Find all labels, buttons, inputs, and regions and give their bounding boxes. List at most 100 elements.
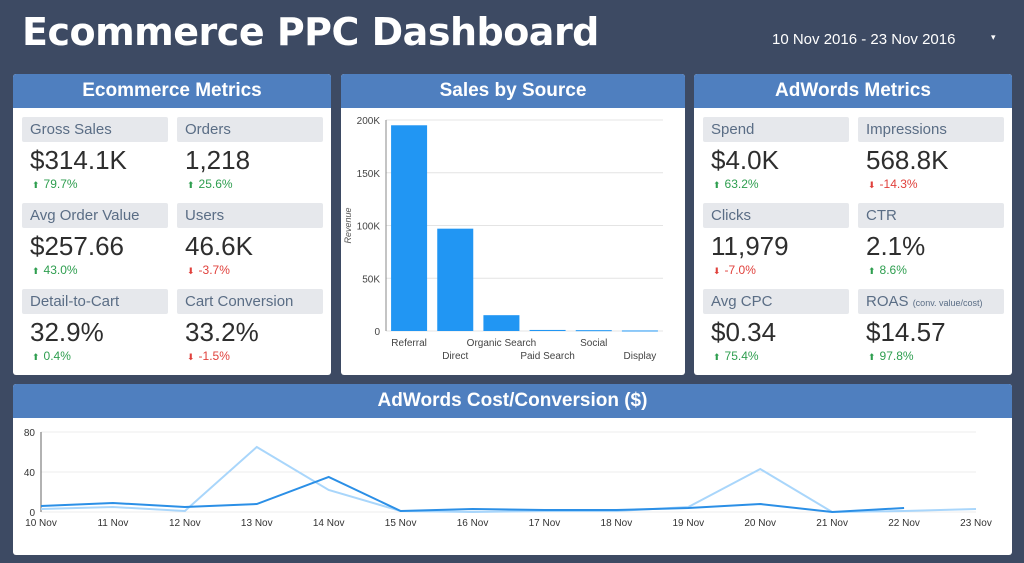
x-tick-label: Organic Search bbox=[467, 338, 536, 349]
metric-change: ⬆ 8.6% bbox=[868, 263, 907, 277]
x-tick-label: Paid Search bbox=[520, 351, 574, 362]
metric-label: Orders bbox=[177, 117, 323, 142]
metric-ctr: CTR 2.1% ⬆ 8.6% bbox=[858, 203, 1004, 283]
metric-change: ⬆ 79.7% bbox=[32, 177, 78, 191]
metric-detail-to-cart: Detail-to-Cart 32.9% ⬆ 0.4% bbox=[22, 289, 168, 369]
cost-conversion-chart: 0 40 80 10 Nov 11 Nov 12 Nov 13 Nov 14 Nov 15 No… bbox=[24, 428, 992, 529]
arrow-up-icon: ⬆ bbox=[868, 266, 876, 276]
metric-value: 1,218 bbox=[185, 145, 251, 175]
metric-label: CTR bbox=[858, 203, 1004, 228]
adwords-metrics-title: AdWords Metrics bbox=[694, 74, 1012, 108]
x-tick-label: 11 Nov bbox=[97, 518, 128, 529]
ecommerce-metrics-title: Ecommerce Metrics bbox=[13, 74, 331, 108]
cost-conversion-panel: AdWords Cost/Conversion ($) 0 40 80 10 Nov 1… bbox=[13, 384, 1012, 555]
metric-change: ⬆ 25.6% bbox=[187, 177, 233, 191]
series-line-current bbox=[40, 475, 905, 514]
metric-change: ⬇ -1.5% bbox=[187, 349, 230, 363]
x-tick-label: 22 Nov bbox=[888, 518, 920, 529]
x-tick-label: 19 Nov bbox=[672, 518, 704, 529]
metric-label-note: (conv. value/cost) bbox=[912, 298, 983, 308]
y-tick-label: 80 bbox=[24, 428, 36, 439]
metric-label: Avg Order Value bbox=[22, 203, 168, 228]
metric-spend: Spend $4.0K ⬆ 63.2% bbox=[703, 117, 849, 197]
metric-label: Gross Sales bbox=[22, 117, 168, 142]
metric-value: $257.66 bbox=[30, 231, 124, 261]
series-line-previous bbox=[40, 445, 977, 514]
ecommerce-metrics-panel: Ecommerce Metrics Gross Sales $314.1K ⬆ 7… bbox=[13, 74, 331, 375]
metric-label: Impressions bbox=[858, 117, 1004, 142]
metric-gross-sales: Gross Sales $314.1K ⬆ 79.7% bbox=[22, 117, 168, 197]
x-tick-label: 18 Nov bbox=[601, 518, 633, 529]
metric-value: $14.57 bbox=[866, 317, 946, 347]
metric-roas: ROAS (conv. value/cost) $14.57 ⬆ 97.8% bbox=[858, 289, 1004, 369]
bar bbox=[391, 125, 428, 332]
arrow-up-icon: ⬆ bbox=[32, 352, 40, 362]
metric-avg-cpc: Avg CPC $0.34 ⬆ 75.4% bbox=[703, 289, 849, 369]
arrow-up-icon: ⬆ bbox=[868, 352, 876, 362]
arrow-down-icon: ⬇ bbox=[187, 266, 195, 276]
x-tick-label: 15 Nov bbox=[385, 518, 417, 529]
metric-change: ⬇ -14.3% bbox=[868, 177, 918, 191]
x-tick-label: Display bbox=[624, 351, 657, 362]
x-tick-label: Direct bbox=[442, 351, 468, 362]
metric-change: ⬇ -3.7% bbox=[187, 263, 230, 277]
arrow-up-icon: ⬆ bbox=[32, 266, 40, 276]
metric-orders: Orders 1,218 ⬆ 25.6% bbox=[177, 117, 323, 197]
x-tick-label: 12 Nov bbox=[169, 518, 201, 529]
bar bbox=[483, 315, 520, 331]
metric-value: $0.34 bbox=[711, 317, 777, 347]
metric-clicks: Clicks 11,979 ⬇ -7.0% bbox=[703, 203, 849, 283]
y-tick-label: 100K bbox=[357, 222, 381, 233]
arrow-down-icon: ⬇ bbox=[187, 352, 195, 362]
x-tick-label: 20 Nov bbox=[744, 518, 776, 529]
chevron-down-icon[interactable]: ▾ bbox=[991, 33, 996, 43]
metric-change: ⬆ 75.4% bbox=[713, 349, 759, 363]
x-tick-label: 10 Nov bbox=[25, 518, 57, 529]
bar bbox=[529, 329, 566, 331]
x-tick-label: 16 Nov bbox=[457, 518, 489, 529]
bar bbox=[437, 228, 474, 331]
sales-by-source-panel: Sales by Source 0 50K 100K 150K 200K Revenue R… bbox=[341, 74, 685, 375]
x-tick-label: Social bbox=[580, 338, 607, 349]
metric-value: 32.9% bbox=[30, 317, 104, 347]
metric-value: $314.1K bbox=[30, 145, 127, 175]
arrow-up-icon: ⬆ bbox=[187, 180, 195, 190]
x-tick-label: 14 Nov bbox=[313, 518, 345, 529]
metric-change: ⬆ 97.8% bbox=[868, 349, 914, 363]
metric-value: 568.8K bbox=[866, 145, 949, 175]
bar bbox=[575, 330, 612, 332]
x-tick-label: 17 Nov bbox=[529, 518, 561, 529]
sales-by-source-chart: 0 50K 100K 150K 200K Revenue Referral Direct Org… bbox=[343, 116, 663, 362]
metric-change: ⬆ 63.2% bbox=[713, 177, 759, 191]
metric-users: Users 46.6K ⬇ -3.7% bbox=[177, 203, 323, 283]
arrow-up-icon: ⬆ bbox=[713, 180, 721, 190]
metric-value: $4.0K bbox=[711, 145, 779, 175]
cost-conversion-title: AdWords Cost/Conversion ($) bbox=[13, 384, 1012, 418]
metric-impressions: Impressions 568.8K ⬇ -14.3% bbox=[858, 117, 1004, 197]
metric-label: Avg CPC bbox=[703, 289, 849, 314]
metric-change: ⬆ 43.0% bbox=[32, 263, 78, 277]
adwords-metrics-panel: AdWords Metrics Spend $4.0K ⬆ 63.2% Impre… bbox=[694, 74, 1012, 375]
metric-label: Users bbox=[177, 203, 323, 228]
y-tick-label: 40 bbox=[24, 468, 36, 479]
metric-label: Detail-to-Cart bbox=[22, 289, 168, 314]
y-tick-label: 0 bbox=[29, 508, 35, 519]
y-axis-label: Revenue bbox=[343, 207, 353, 243]
x-tick-label: 21 Nov bbox=[816, 518, 848, 529]
x-tick-label: 23 Nov bbox=[960, 518, 992, 529]
metric-label: Cart Conversion bbox=[177, 289, 323, 314]
metric-label: ROAS (conv. value/cost) bbox=[858, 289, 1004, 314]
arrow-up-icon: ⬆ bbox=[32, 180, 40, 190]
y-tick-label: 200K bbox=[357, 116, 381, 127]
page-title: Ecommerce PPC Dashboard bbox=[22, 10, 599, 54]
metric-cart-conversion: Cart Conversion 33.2% ⬇ -1.5% bbox=[177, 289, 323, 369]
date-range-picker[interactable]: 10 Nov 2016 - 23 Nov 2016 bbox=[772, 31, 956, 48]
metric-label: Spend bbox=[703, 117, 849, 142]
arrow-down-icon: ⬇ bbox=[713, 266, 721, 276]
arrow-down-icon: ⬇ bbox=[868, 180, 876, 190]
sales-by-source-title: Sales by Source bbox=[341, 74, 685, 108]
x-tick-label: 13 Nov bbox=[241, 518, 273, 529]
metric-change: ⬇ -7.0% bbox=[713, 263, 756, 277]
metric-value: 2.1% bbox=[866, 231, 926, 261]
y-tick-label: 0 bbox=[374, 327, 380, 338]
